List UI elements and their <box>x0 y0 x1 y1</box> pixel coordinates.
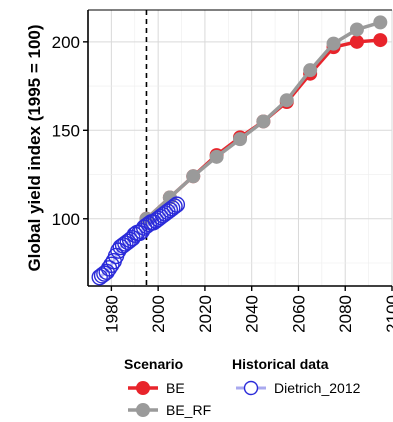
legend-group-2: Historical data Dietrich_2012 <box>232 356 361 396</box>
legend-group-1: Scenario BE BE_RF <box>124 356 211 418</box>
plot-panel <box>88 10 392 286</box>
x-tick-label: 1980 <box>102 295 121 333</box>
legend-item-dietrich-2012: Dietrich_2012 <box>236 380 361 396</box>
data-point-dietrich-2012 <box>166 198 183 215</box>
legend-item-be: BE <box>128 380 185 396</box>
legend-label: BE <box>166 380 185 396</box>
gridlines <box>88 10 393 286</box>
x-tick-label: 2020 <box>196 295 215 333</box>
data-point-be <box>373 33 388 48</box>
data-point-be-rf <box>326 36 341 51</box>
y-tick-label: 150 <box>52 121 80 140</box>
legend-key-marker <box>243 380 259 396</box>
legend: Scenario BE BE_RF Historical data Dietrich_2… <box>124 356 361 418</box>
legend-label: BE_RF <box>166 402 211 418</box>
y-tick-label: 200 <box>52 33 80 52</box>
data-point-dietrich-2012 <box>168 196 186 213</box>
data-point-be-rf <box>279 93 294 108</box>
data-point-dietrich-2012 <box>163 199 181 217</box>
legend-key-marker <box>136 381 150 395</box>
data-point-be-rf <box>209 149 224 164</box>
legend-key-marker <box>136 403 150 417</box>
legend-title: Scenario <box>124 356 183 372</box>
legend-label: Dietrich_2012 <box>274 380 361 396</box>
x-tick-label: 2080 <box>336 295 355 333</box>
series-layer <box>91 15 388 286</box>
y-axis-label: Global yield index (1995 = 100) <box>25 24 44 271</box>
legend-item-be-rf: BE_RF <box>128 402 211 418</box>
x-tick-label: 2040 <box>243 295 262 333</box>
axes <box>87 9 392 287</box>
data-point-be <box>349 34 364 49</box>
data-point-be-rf <box>373 15 388 30</box>
data-point-be-rf <box>349 22 364 37</box>
y-tick-label: 100 <box>52 210 80 229</box>
data-point-be-rf <box>233 132 247 147</box>
legend-title: Historical data <box>232 356 329 372</box>
series-dietrich-2012 <box>91 196 186 286</box>
x-tick-label: 2100 <box>383 295 393 333</box>
tick-labels: 100 150 200 1980 2000 2020 2040 2060 2080 2100 <box>52 33 393 333</box>
data-point-dietrich-2012 <box>103 256 120 273</box>
data-point-be-rf <box>186 169 201 184</box>
data-point-be-rf <box>303 63 318 78</box>
x-tick-label: 2060 <box>289 295 308 333</box>
x-tick-label: 2000 <box>149 295 168 333</box>
data-point-be-rf <box>256 114 271 129</box>
